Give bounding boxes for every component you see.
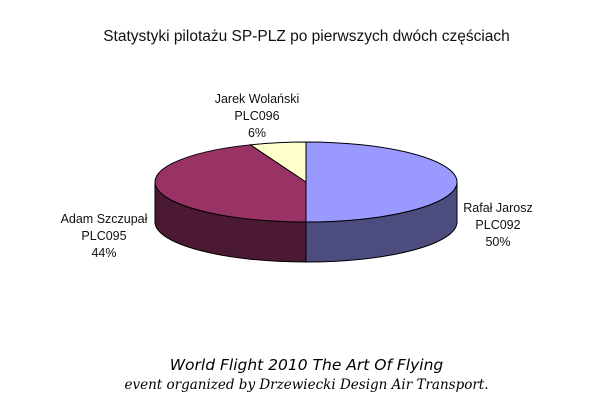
slice-1 — [154, 144, 307, 223]
slice-0-name: Rafał Jarosz — [463, 201, 533, 215]
slice-1-name: Adam Szczupał — [60, 212, 148, 226]
slice-2 — [248, 141, 307, 183]
chart-title: Statystyki pilotażu SP-PLZ po pierwszych… — [103, 28, 510, 45]
slice-1-percent: 44% — [91, 246, 117, 260]
footer-subtitle: event organized by Drzewiecki Design Air… — [124, 377, 489, 393]
footer-title: World Flight 2010 The Art Of Flying — [169, 356, 444, 374]
slice-label-0: Rafał Jarosz PLC092 50% — [458, 200, 538, 251]
slice-2-percent: 6% — [247, 126, 267, 140]
slice-0-percent: 50% — [485, 235, 511, 249]
slice-0-code: PLC092 — [475, 218, 521, 232]
slice-label-1: Adam Szczupał PLC095 44% — [54, 211, 154, 262]
slice-1-code: PLC095 — [81, 229, 127, 243]
slice-label-2: Jarek Wolański PLC096 6% — [207, 91, 307, 142]
slice-0 — [305, 141, 458, 223]
slice-2-name: Jarek Wolański — [214, 92, 300, 106]
slice-2-code: PLC096 — [234, 109, 280, 123]
